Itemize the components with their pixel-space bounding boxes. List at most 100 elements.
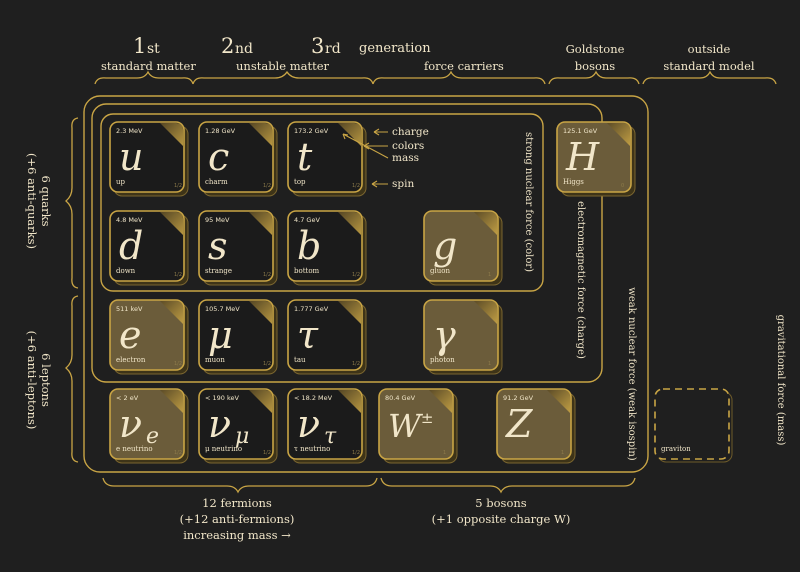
mass-label: 511 keV xyxy=(116,305,143,313)
mass-label: 80.4 GeV xyxy=(385,394,416,402)
brace-standard-matter xyxy=(94,70,194,85)
corner-marker xyxy=(249,212,272,235)
spin-label: 1/2 xyxy=(174,361,182,367)
particle-subscript: e xyxy=(146,424,159,449)
standard-matter-label: standard matter xyxy=(101,59,196,73)
particle-name: bottom xyxy=(294,267,320,275)
card-frame xyxy=(109,210,185,282)
brace-goldstone xyxy=(548,70,640,85)
em-force-label: electromagnetic force (charge) xyxy=(575,201,586,359)
particle-name: strange xyxy=(205,267,232,275)
legend: charge colors mass spin xyxy=(392,126,429,190)
mass-label: 4.8 MeV xyxy=(116,216,143,224)
particle-name: photon xyxy=(430,356,455,364)
particle-symbol: γ xyxy=(433,313,456,357)
particle-card-graviton: graviton xyxy=(654,388,733,463)
spin-label: 1 xyxy=(488,361,491,367)
force-outlines xyxy=(83,95,649,473)
fermions-label-3: increasing mass → xyxy=(183,528,291,542)
particle-symbol: ν xyxy=(119,402,142,446)
mass-arrow xyxy=(342,133,389,159)
particle-name: gluon xyxy=(430,267,450,275)
grav-force-label: gravitational force (mass) xyxy=(775,315,786,446)
particle-symbol: μ xyxy=(208,313,233,357)
spin-label: 1/2 xyxy=(352,450,360,456)
particle-symbol: e xyxy=(119,313,142,357)
particle-name: up xyxy=(116,178,126,186)
mass-label: 1.28 GeV xyxy=(205,127,236,135)
mass-label: 173.2 GeV xyxy=(294,127,329,135)
spin-label: 1/2 xyxy=(174,450,182,456)
spin-label: 1/2 xyxy=(352,183,360,189)
card-frame xyxy=(198,210,274,282)
legend-charge: charge xyxy=(392,126,429,138)
brace-unstable-matter xyxy=(192,70,374,85)
particle-name: muon xyxy=(205,356,225,364)
particle-symbol: b xyxy=(297,224,321,268)
spin-label: 1 xyxy=(488,272,491,278)
header: 1 st 2 nd 3 rd generation standard matte… xyxy=(101,34,755,73)
header-braces xyxy=(94,70,777,85)
particle-name: μ neutrino xyxy=(205,445,242,453)
card-frame xyxy=(496,388,572,460)
mass-label: < 18.2 MeV xyxy=(294,394,333,402)
corner-marker xyxy=(160,212,183,235)
gen1-number: 1 xyxy=(133,34,146,58)
particle-symbol: c xyxy=(208,135,229,179)
bosons-label-1: 5 bosons xyxy=(475,496,526,510)
corner-marker xyxy=(338,301,361,324)
particle-symbol: Z xyxy=(505,402,533,446)
corner-marker xyxy=(160,390,183,413)
card-frame xyxy=(287,388,363,460)
weak-force-outline xyxy=(83,95,649,473)
mass-label: 1.777 GeV xyxy=(294,305,329,313)
strong-force-label: strong nuclear force (color) xyxy=(523,132,534,272)
particle-symbol: g xyxy=(433,224,457,268)
corner-marker xyxy=(338,390,361,413)
card-frame xyxy=(287,121,363,193)
leptons-label-2: (+6 anti-leptons) xyxy=(25,331,39,430)
mass-label: 2.3 MeV xyxy=(116,127,143,135)
spin-label: 1/2 xyxy=(174,183,182,189)
particle-symbol: ν xyxy=(208,402,231,446)
spin-label: 1 xyxy=(561,450,564,456)
card-frame xyxy=(198,388,274,460)
quarks-label-2: (+6 anti-quarks) xyxy=(25,153,39,249)
left-braces xyxy=(64,117,79,463)
spin-label: 1/2 xyxy=(263,183,271,189)
corner-marker xyxy=(607,123,630,146)
gen2-number: 2 xyxy=(221,34,234,58)
gen3-suffix: rd xyxy=(325,41,341,57)
spin-label: 1/2 xyxy=(352,272,360,278)
particle-symbol: t xyxy=(297,135,313,179)
corner-marker xyxy=(249,123,272,146)
brace-quarks xyxy=(64,117,79,289)
spin-label: 1/2 xyxy=(174,272,182,278)
bottom-braces xyxy=(102,477,636,494)
bottom-labels: 12 fermions (+12 anti-fermions) increasi… xyxy=(180,496,571,542)
generation-label: generation xyxy=(359,41,431,56)
leptons-label-1: 6 leptons xyxy=(39,353,53,407)
corner-marker xyxy=(429,390,452,413)
particle-symbol: s xyxy=(208,224,228,268)
mass-label: 91.2 GeV xyxy=(503,394,534,402)
card-frame xyxy=(654,388,730,460)
particle-symbol: u xyxy=(119,135,143,179)
mass-label: 4.7 GeV xyxy=(294,216,320,224)
goldstone-label-2: bosons xyxy=(575,59,616,73)
fermions-label-2: (+12 anti-fermions) xyxy=(180,512,295,526)
particle-symbol: H xyxy=(565,135,600,179)
mass-label: 95 MeV xyxy=(205,216,230,224)
corner-marker xyxy=(249,301,272,324)
spin-arrow xyxy=(371,180,388,188)
card-frame xyxy=(287,299,363,371)
